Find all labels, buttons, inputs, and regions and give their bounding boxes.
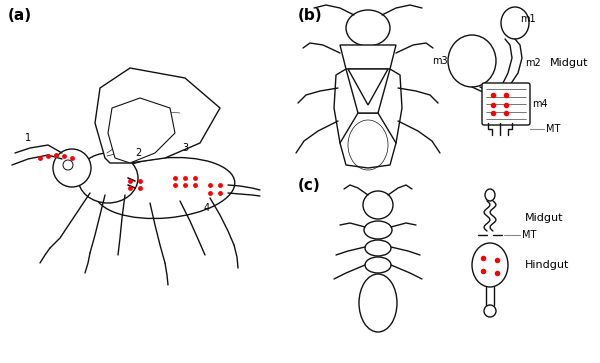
Text: 1: 1 — [25, 133, 31, 143]
Ellipse shape — [346, 10, 390, 46]
Ellipse shape — [78, 153, 138, 203]
Polygon shape — [348, 69, 388, 105]
Polygon shape — [378, 69, 402, 148]
Ellipse shape — [365, 257, 391, 273]
Text: m4: m4 — [532, 99, 548, 109]
Ellipse shape — [363, 191, 393, 219]
Ellipse shape — [448, 35, 496, 87]
Ellipse shape — [484, 305, 496, 317]
Ellipse shape — [53, 149, 91, 187]
Text: m3: m3 — [433, 56, 448, 66]
Text: MT: MT — [546, 124, 560, 134]
Polygon shape — [340, 45, 396, 69]
Text: (b): (b) — [298, 8, 323, 23]
Ellipse shape — [485, 189, 495, 201]
Ellipse shape — [63, 160, 73, 170]
Ellipse shape — [95, 158, 235, 219]
Text: 3: 3 — [182, 143, 188, 153]
Text: MT: MT — [522, 230, 536, 240]
Text: Hindgut: Hindgut — [525, 260, 569, 270]
Ellipse shape — [501, 7, 529, 39]
Polygon shape — [340, 113, 396, 168]
Text: m1: m1 — [520, 14, 536, 24]
Text: (a): (a) — [8, 8, 32, 23]
Polygon shape — [108, 98, 175, 163]
Text: m2: m2 — [525, 58, 541, 68]
Text: Midgut: Midgut — [525, 213, 563, 223]
Text: (c): (c) — [298, 178, 321, 193]
FancyBboxPatch shape — [482, 83, 530, 125]
Ellipse shape — [364, 221, 392, 239]
Ellipse shape — [472, 243, 508, 287]
Ellipse shape — [365, 240, 391, 256]
Ellipse shape — [359, 274, 397, 332]
Text: Midgut: Midgut — [550, 58, 588, 68]
Polygon shape — [95, 68, 220, 163]
Text: 2: 2 — [135, 148, 141, 158]
Text: 4: 4 — [204, 203, 210, 213]
Polygon shape — [334, 69, 358, 148]
